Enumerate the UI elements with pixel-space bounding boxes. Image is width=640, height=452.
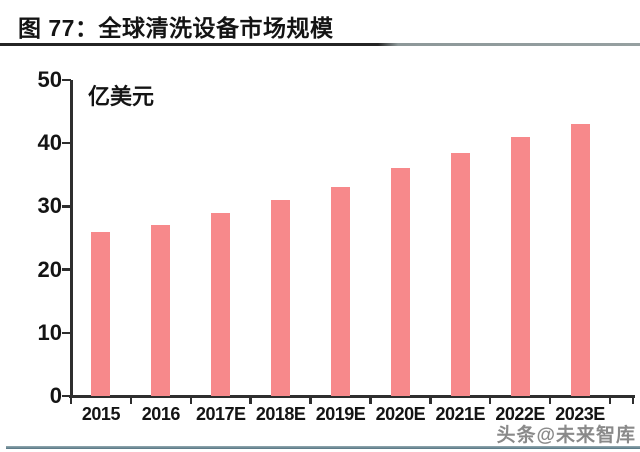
x-tick-label-2019E: 2019E — [315, 404, 366, 424]
bar-2016 — [151, 225, 171, 396]
y-tick-mark-50 — [62, 78, 71, 82]
x-tick-label-2022E: 2022E — [495, 404, 545, 424]
x-tick-mark-8 — [548, 397, 552, 404]
x-tick-label-2018E: 2018E — [255, 404, 306, 424]
y-tick-label-50: 50 — [37, 67, 62, 92]
y-tick-mark-10 — [62, 331, 71, 335]
x-tick-label-2017E: 2017E — [195, 404, 246, 424]
y-tick-mark-40 — [62, 141, 71, 145]
x-tick-label-2015: 2015 — [81, 404, 121, 424]
x-tick-mark-0 — [69, 397, 73, 404]
x-tick-mark-5 — [369, 397, 372, 404]
x-tick-mark-10 — [631, 397, 635, 404]
y-axis-unit-label: 亿美元 — [88, 84, 155, 109]
x-tick-mark-1 — [129, 397, 133, 404]
x-tick-label-2023E: 2023E — [555, 404, 605, 424]
x-tick-label-2016: 2016 — [141, 404, 181, 424]
x-tick-mark-4 — [309, 397, 312, 404]
x-tick-label-2021E: 2021E — [435, 404, 486, 424]
y-tick-label-20: 20 — [37, 256, 62, 282]
y-tick-mark-30 — [62, 205, 71, 208]
y-tick-mark-0 — [62, 394, 71, 398]
bar-2017E — [211, 212, 231, 396]
title-divider-line — [0, 43, 640, 46]
y-axis-line — [70, 80, 73, 397]
x-axis-line — [69, 394, 635, 398]
watermark: 头条@未来智库 — [496, 425, 636, 446]
x-tick-mark-2 — [189, 397, 193, 404]
bar-2022E — [510, 136, 530, 396]
y-tick-label-30: 30 — [37, 193, 62, 219]
x-tick-mark-9 — [608, 397, 612, 404]
bar-2020E — [390, 168, 410, 396]
bottom-divider-line — [6, 446, 640, 449]
x-tick-mark-3 — [249, 397, 252, 404]
x-tick-label-2020E: 2020E — [375, 404, 426, 424]
bar-2018E — [271, 200, 291, 396]
y-tick-mark-20 — [62, 268, 71, 271]
bar-2023E — [570, 124, 590, 396]
y-tick-label-10: 10 — [37, 319, 62, 345]
x-tick-mark-7 — [488, 397, 492, 404]
bar-2015 — [91, 231, 111, 396]
bar-2019E — [331, 187, 350, 396]
figure-title: 图 77：全球清洗设备市场规模 — [18, 15, 334, 41]
bar-2021E — [450, 152, 470, 396]
x-tick-mark-6 — [429, 397, 432, 404]
y-tick-label-0: 0 — [49, 383, 62, 408]
y-tick-label-40: 40 — [37, 130, 62, 156]
